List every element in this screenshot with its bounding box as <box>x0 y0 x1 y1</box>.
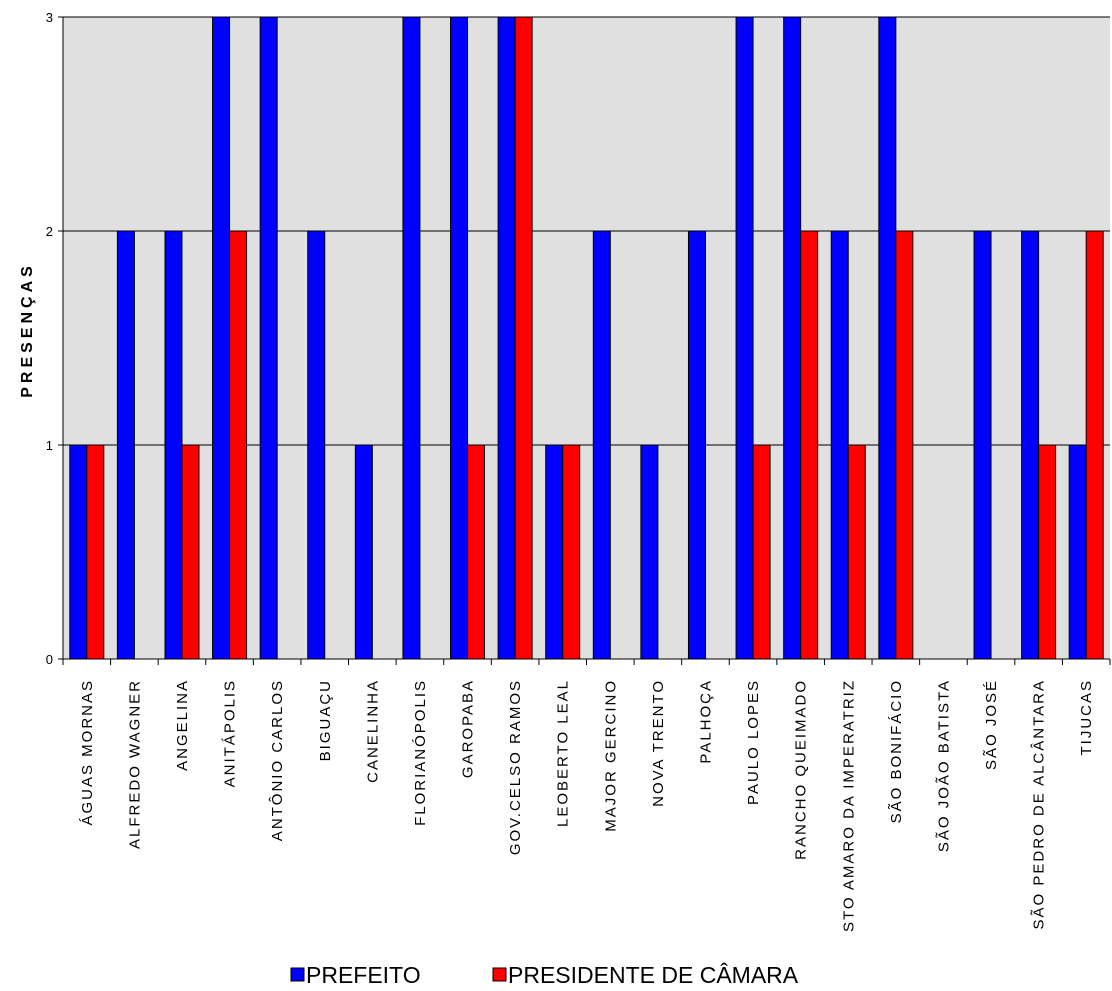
legend-label: PREFEITO <box>306 962 421 988</box>
bar-prefeito <box>545 444 564 660</box>
x-category-label: CANELINHA <box>364 679 381 783</box>
y-tick-labels: 0 1 2 3 <box>46 10 53 667</box>
axes <box>58 16 1111 665</box>
bar-presidente-de-camara <box>800 230 819 660</box>
x-category-label: PALHOÇA <box>697 679 714 764</box>
x-category-label: SÃO JOSÉ <box>983 679 1000 770</box>
legend-swatch <box>492 967 507 982</box>
legend-swatch <box>290 967 305 982</box>
x-category-label: SÃO BONIFÁCIO <box>888 679 905 823</box>
bar-presidente-de-camara <box>895 230 914 660</box>
x-category-label: SÃO JOÃO BATISTA <box>935 679 952 852</box>
x-category-label: PAULO LOPES <box>745 679 762 805</box>
bar-prefeito <box>735 16 754 660</box>
bar-presidente-de-camara <box>467 444 486 660</box>
bar-prefeito <box>973 230 992 660</box>
bar-prefeito <box>354 444 373 660</box>
bar-prefeito <box>830 230 849 660</box>
bar-prefeito <box>497 16 516 660</box>
bar-prefeito <box>307 230 326 660</box>
x-category-label: ANGELINA <box>174 679 191 771</box>
y-tick-label: 2 <box>46 224 53 239</box>
bar-presidente-de-camara <box>562 444 581 660</box>
x-category-labels: ÁGUAS MORNAS ALFREDO WAGNER ANGELINA ANITÁP… <box>79 679 1095 932</box>
y-tick-label: 1 <box>46 438 53 453</box>
bar-prefeito <box>687 230 706 660</box>
bar-prefeito <box>259 16 278 660</box>
bar-prefeito <box>116 230 135 660</box>
bar-presidente-de-camara <box>181 444 200 660</box>
bar-presidente-de-camara <box>1038 444 1057 660</box>
bar-prefeito <box>402 16 421 660</box>
x-category-label: FLORIANÓPOLIS <box>412 679 429 826</box>
legend-label: PRESIDENTE DE CÂMARA <box>508 962 799 988</box>
x-category-label: MAJOR GERCINO <box>602 679 619 832</box>
legend: PREFEITO PRESIDENTE DE CÂMARA <box>290 962 799 988</box>
y-tick-label: 3 <box>46 10 53 25</box>
x-category-label: GOV.CELSO RAMOS <box>507 679 524 855</box>
y-axis-label: PRESENÇAS <box>19 262 36 398</box>
x-category-label: SÃO PEDRO DE ALCÂNTARA <box>1031 679 1048 929</box>
bar-presidente-de-camara <box>86 444 105 660</box>
x-category-label: NOVA TRENTO <box>650 679 667 807</box>
bar-prefeito <box>69 444 88 660</box>
bars <box>69 16 1104 660</box>
x-category-label: ÁGUAS MORNAS <box>79 679 96 826</box>
bar-prefeito <box>212 16 231 660</box>
bar-prefeito <box>164 230 183 660</box>
bar-prefeito <box>1021 230 1040 660</box>
bar-presidente-de-camara <box>229 230 248 660</box>
x-category-label: GAROPABA <box>460 679 477 778</box>
bar-presidente-de-camara <box>514 16 533 660</box>
bar-prefeito <box>878 16 897 660</box>
bar-presidente-de-camara <box>1085 230 1104 660</box>
y-tick-label: 0 <box>46 652 53 667</box>
x-category-label: LEOBERTO LEAL <box>555 679 572 827</box>
bar-prefeito <box>450 16 469 660</box>
x-category-label: STO AMARO DA IMPERATRIZ <box>840 679 857 932</box>
bar-prefeito <box>592 230 611 660</box>
x-category-label: TIJUCAS <box>1078 679 1095 756</box>
x-category-label: ANTÔNIO CARLOS <box>269 679 286 841</box>
bar-presidente-de-camara <box>847 444 866 660</box>
bar-prefeito <box>783 16 802 660</box>
x-category-label: BIGUAÇU <box>317 679 334 761</box>
x-category-label: ANITÁPOLIS <box>222 679 239 787</box>
bar-prefeito <box>640 444 659 660</box>
bar-prefeito <box>1068 444 1087 660</box>
x-category-label: RANCHO QUEIMADO <box>793 679 810 860</box>
x-category-label: ALFREDO WAGNER <box>126 679 143 849</box>
bar-presidente-de-camara <box>752 444 771 660</box>
